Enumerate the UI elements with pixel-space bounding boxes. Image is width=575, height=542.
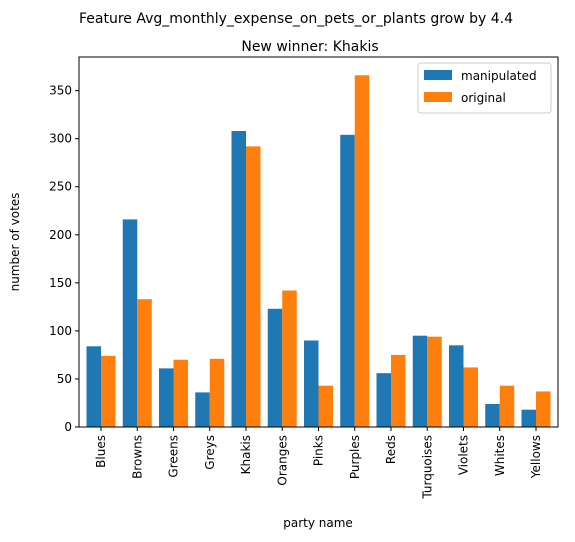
bar-original-browns [137, 299, 152, 427]
bar-original-turquoises [427, 336, 442, 427]
bars-group [86, 75, 551, 427]
legend-label-manipulated: manipulated [461, 69, 537, 83]
bar-manipulated-reds [376, 373, 391, 427]
x-tick-label: Khakis [239, 435, 253, 474]
bar-manipulated-purples [340, 134, 355, 427]
x-tick-label: Pinks [312, 435, 326, 466]
x-axis-label: party name [283, 516, 353, 530]
legend-swatch-manipulated [424, 70, 452, 80]
bar-original-reds [391, 354, 406, 427]
legend-swatch-original [424, 92, 452, 102]
x-tick-label: Whites [493, 435, 507, 476]
bar-manipulated-greens [159, 368, 174, 427]
x-tick-label: Violets [457, 435, 471, 475]
bar-manipulated-khakis [231, 131, 246, 427]
legend-label-original: original [461, 91, 506, 105]
y-tick-label: 50 [57, 372, 72, 386]
y-tick-label: 100 [49, 324, 72, 338]
bar-manipulated-browns [122, 219, 138, 427]
bar-manipulated-greys [195, 392, 210, 427]
y-tick-label: 300 [49, 132, 72, 146]
x-tick-label: Greens [167, 435, 181, 478]
bar-manipulated-whites [485, 403, 500, 427]
bar-original-pinks [318, 385, 333, 427]
x-tick-label: Purples [348, 435, 362, 479]
chart-suptitle: Feature Avg_monthly_expense_on_pets_or_p… [79, 11, 513, 27]
x-tick-label: Turquoises [420, 435, 434, 500]
x-tick-label: Blues [94, 435, 108, 468]
x-tick-label: Reds [384, 435, 398, 464]
y-tick-label: 250 [49, 180, 72, 194]
bar-manipulated-pinks [304, 340, 319, 427]
y-tick-label: 150 [49, 276, 72, 290]
y-tick-label: 350 [49, 84, 72, 98]
bar-original-purples [354, 75, 370, 427]
bar-original-greens [173, 359, 188, 427]
chart-title: New winner: Khakis [241, 39, 378, 55]
bar-original-blues [101, 355, 116, 427]
x-axis: Blues Browns Greens Greys Khakis Oranges Pinks… [94, 427, 543, 500]
x-tick-label: Browns [130, 435, 144, 479]
bar-original-whites [499, 385, 515, 427]
bar-manipulated-yellows [521, 409, 536, 427]
bar-manipulated-oranges [267, 308, 283, 427]
bar-original-violets [463, 367, 478, 427]
x-tick-label: Oranges [275, 435, 289, 486]
bar-manipulated-turquoises [412, 335, 428, 427]
legend: manipulated original [417, 62, 552, 114]
bar-original-yellows [536, 391, 551, 427]
plot-frame [78, 56, 559, 428]
y-tick-label: 0 [64, 420, 72, 434]
x-tick-label: Yellows [529, 435, 543, 479]
y-axis-label: number of votes [8, 193, 22, 292]
bar-original-oranges [282, 290, 297, 427]
y-axis: 0 50 100 150 200 250 300 350 [49, 84, 79, 434]
y-tick-label: 200 [49, 228, 72, 242]
bar-manipulated-violets [449, 345, 464, 427]
bar-original-khakis [246, 146, 261, 427]
bar-original-greys [209, 358, 225, 427]
bar-manipulated-blues [86, 346, 101, 427]
x-tick-label: Greys [203, 435, 217, 470]
